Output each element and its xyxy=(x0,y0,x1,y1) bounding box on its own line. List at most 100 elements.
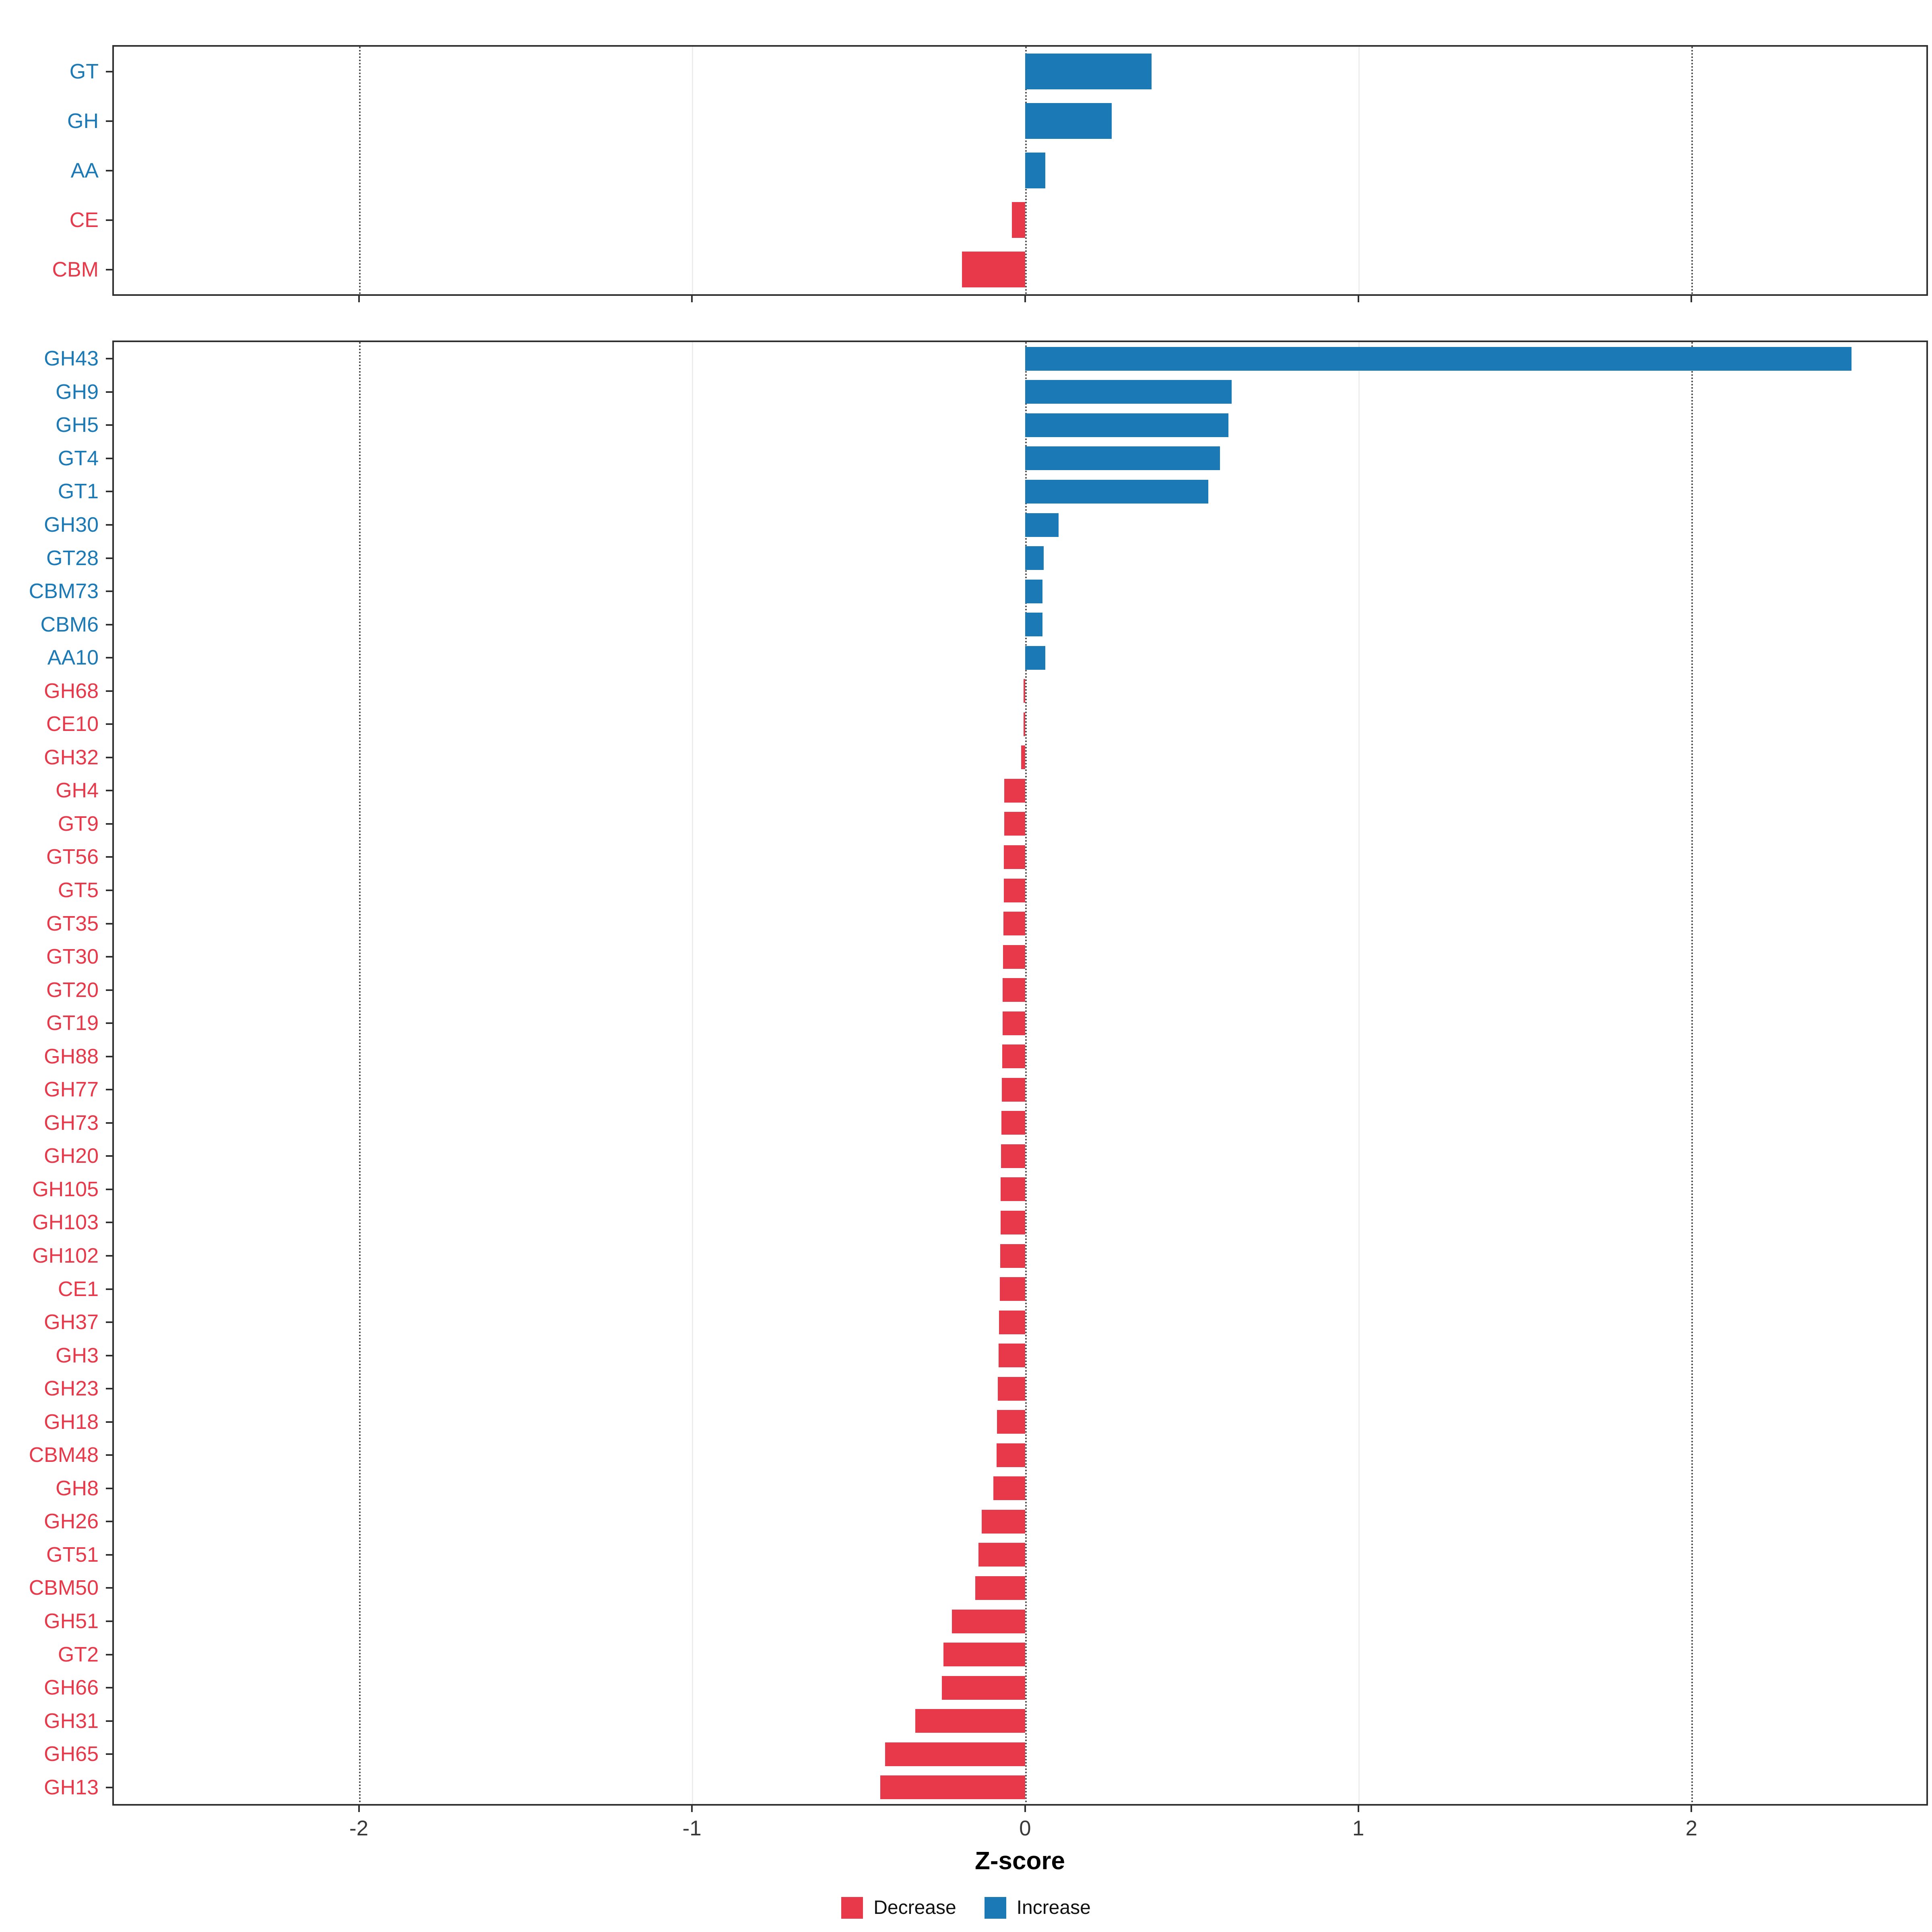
bar-GT20 xyxy=(1003,978,1025,1002)
y-axis-tick xyxy=(106,1653,112,1655)
y-axis-label-GH102: GH102 xyxy=(32,1244,99,1267)
y-axis-label-GT: GT xyxy=(69,60,99,83)
y-axis-label-GT9: GT9 xyxy=(58,812,99,836)
y-axis-tick xyxy=(106,1753,112,1755)
x-axis-tick xyxy=(358,1806,360,1812)
y-axis-label-GH: GH xyxy=(67,109,99,133)
y-axis-tick xyxy=(106,1521,112,1523)
bar-GH43 xyxy=(1025,347,1852,371)
bar-GH18 xyxy=(997,1410,1025,1434)
y-axis-tick xyxy=(106,268,112,270)
y-axis-label-CBM: CBM xyxy=(52,258,99,281)
bar-CBM50 xyxy=(975,1576,1025,1600)
x-axis-tick xyxy=(691,1806,693,1812)
bar-CE10 xyxy=(1023,712,1025,736)
bar-GT9 xyxy=(1004,812,1025,836)
y-axis-label-GT5: GT5 xyxy=(58,879,99,902)
bar-GH5 xyxy=(1025,413,1228,437)
y-axis-tick xyxy=(106,856,112,858)
y-axis-label-GH51: GH51 xyxy=(44,1610,99,1633)
bar-GT30 xyxy=(1003,945,1025,969)
y-axis-label-GT56: GT56 xyxy=(46,845,99,869)
y-axis-label-GH18: GH18 xyxy=(44,1410,99,1434)
y-axis-label-GH32: GH32 xyxy=(44,745,99,769)
bar-GT4 xyxy=(1025,446,1220,471)
gridline-dotted xyxy=(359,47,361,294)
y-axis-label-GT4: GT4 xyxy=(58,446,99,470)
bar-GH65 xyxy=(885,1742,1025,1766)
x-axis-tick xyxy=(1690,296,1693,302)
bar-GH32 xyxy=(1021,745,1025,770)
y-axis-tick xyxy=(106,169,112,171)
y-axis-tick xyxy=(106,70,112,72)
y-axis-tick xyxy=(106,923,112,925)
y-axis-label-CBM50: CBM50 xyxy=(29,1576,99,1600)
y-axis-tick xyxy=(106,457,112,459)
y-axis-label-GH20: GH20 xyxy=(44,1144,99,1168)
bar-GT xyxy=(1025,54,1152,89)
bar-GT28 xyxy=(1025,546,1044,570)
y-axis-label-GH105: GH105 xyxy=(32,1177,99,1201)
y-axis-tick xyxy=(106,1786,112,1788)
y-axis-tick xyxy=(106,1687,112,1689)
y-axis-label-GT19: GT19 xyxy=(46,1011,99,1035)
y-axis-tick xyxy=(106,1188,112,1190)
y-axis-label-GH4: GH4 xyxy=(56,779,99,803)
bar-CE1 xyxy=(1000,1277,1025,1301)
x-axis-tick xyxy=(1024,296,1026,302)
legend-item-decrease: Decrease xyxy=(841,1897,956,1919)
y-axis-label-GH103: GH103 xyxy=(32,1211,99,1234)
y-axis-tick xyxy=(106,524,112,526)
bar-GH103 xyxy=(1000,1210,1025,1234)
bar-GT35 xyxy=(1003,912,1025,936)
x-axis-tick-label: -1 xyxy=(682,1816,702,1840)
y-axis-tick xyxy=(106,956,112,958)
y-axis-label-GH43: GH43 xyxy=(44,347,99,371)
y-axis-tick xyxy=(106,358,112,360)
gridline-minor xyxy=(692,342,694,1804)
y-axis-tick xyxy=(106,657,112,659)
y-axis-label-GH31: GH31 xyxy=(44,1709,99,1733)
y-axis-label-GH37: GH37 xyxy=(44,1311,99,1334)
bar-GT56 xyxy=(1003,845,1025,869)
bar-GT5 xyxy=(1003,878,1025,902)
bar-GH68 xyxy=(1023,679,1025,703)
y-axis-tick xyxy=(106,1388,112,1390)
bar-CBM48 xyxy=(996,1443,1025,1467)
bar-GH66 xyxy=(941,1676,1025,1700)
y-axis-label-GT2: GT2 xyxy=(58,1643,99,1666)
bar-GH51 xyxy=(952,1609,1025,1633)
y-axis-tick xyxy=(106,823,112,825)
bar-GH105 xyxy=(1001,1177,1025,1201)
y-axis-tick xyxy=(106,120,112,122)
y-axis-label-GH8: GH8 xyxy=(56,1476,99,1500)
y-axis-tick xyxy=(106,491,112,493)
y-axis-tick xyxy=(106,1255,112,1257)
gridline-dotted xyxy=(359,342,361,1804)
y-axis-tick xyxy=(106,424,112,426)
x-axis-tick xyxy=(1024,1806,1026,1812)
bar-GT19 xyxy=(1002,1011,1025,1035)
y-axis-label-CE: CE xyxy=(69,208,99,232)
y-axis-tick xyxy=(106,623,112,625)
gridline-minor xyxy=(692,47,694,294)
y-axis-label-CBM6: CBM6 xyxy=(40,613,99,636)
y-axis-label-CE1: CE1 xyxy=(58,1277,99,1301)
y-axis-tick xyxy=(106,1321,112,1323)
y-axis-label-GH5: GH5 xyxy=(56,413,99,437)
x-axis-tick-label: 2 xyxy=(1685,1816,1698,1840)
bar-AA xyxy=(1025,153,1045,188)
y-axis-tick xyxy=(106,1587,112,1589)
y-axis-tick xyxy=(106,219,112,221)
gridline-minor xyxy=(1358,47,1360,294)
y-axis-label-GH30: GH30 xyxy=(44,513,99,537)
bar-AA10 xyxy=(1025,646,1045,670)
bar-GH30 xyxy=(1025,513,1059,537)
y-axis-label-GT20: GT20 xyxy=(46,978,99,1002)
y-axis-label-GH73: GH73 xyxy=(44,1111,99,1135)
y-axis-label-GH26: GH26 xyxy=(44,1510,99,1534)
y-axis-tick xyxy=(106,1222,112,1224)
y-axis-tick xyxy=(106,890,112,891)
y-axis-label-GH3: GH3 xyxy=(56,1344,99,1367)
y-axis-tick xyxy=(106,1487,112,1489)
